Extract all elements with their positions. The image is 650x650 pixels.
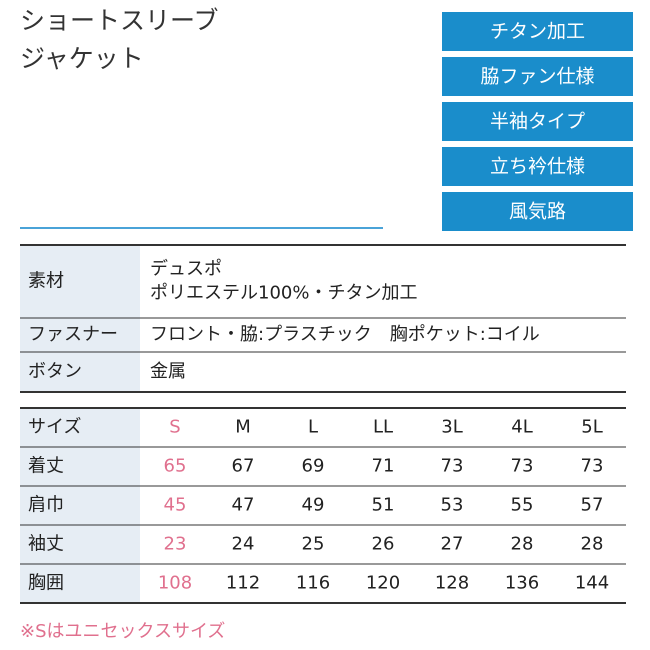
- size-cell: 71: [372, 456, 395, 477]
- row-value: 金属: [150, 361, 186, 382]
- row-label: 素材: [28, 271, 64, 292]
- row-label: 袖丈: [28, 534, 64, 555]
- size-cell: 26: [372, 534, 395, 555]
- size-cell: LL: [373, 417, 393, 438]
- badge-label: 風気路: [509, 201, 566, 223]
- size-cell: 3L: [441, 417, 462, 438]
- size-cell: 4L: [511, 417, 532, 438]
- row-label: 着丈: [28, 456, 64, 477]
- row-label: 肩巾: [28, 495, 64, 516]
- size-cell: 55: [511, 495, 534, 516]
- size-cell: S: [169, 417, 180, 438]
- size-cell: 24: [232, 534, 255, 555]
- size-cell: 28: [581, 534, 604, 555]
- label-cell: [20, 447, 140, 486]
- badge-label: 立ち衿仕様: [490, 156, 585, 178]
- size-cell: 53: [441, 495, 464, 516]
- size-cell: 25: [302, 534, 325, 555]
- row-label: ファスナー: [28, 324, 118, 345]
- title-line: ショートスリーブ: [20, 6, 219, 35]
- row-label: サイズ: [28, 417, 81, 438]
- label-cell: [20, 245, 140, 318]
- size-cell: M: [235, 417, 251, 438]
- label-cell: [20, 408, 140, 447]
- size-cell: 51: [372, 495, 395, 516]
- size-cell: 23: [164, 534, 187, 555]
- size-cell: 5L: [581, 417, 602, 438]
- badge: [442, 147, 633, 186]
- size-cell: 128: [435, 573, 469, 594]
- badge-label: チタン加工: [490, 21, 585, 43]
- title-line: ジャケット: [20, 44, 144, 73]
- badge: [442, 57, 633, 96]
- size-cell: 27: [441, 534, 464, 555]
- row-label: 胸囲: [28, 573, 64, 594]
- label-cell: [20, 352, 140, 392]
- size-cell: 69: [302, 456, 325, 477]
- size-cell: 73: [441, 456, 464, 477]
- size-cell: L: [308, 417, 318, 438]
- size-cell: 116: [296, 573, 330, 594]
- size-cell: 28: [511, 534, 534, 555]
- size-cell: 57: [581, 495, 604, 516]
- row-value: ポリエステル100%・チタン加工: [150, 283, 417, 304]
- badge-label: 半袖タイプ: [490, 111, 585, 133]
- size-cell: 67: [232, 456, 255, 477]
- badge: [442, 102, 633, 141]
- badge: [442, 12, 633, 51]
- size-cell: 136: [505, 573, 539, 594]
- badge-label: 脇ファン仕様: [480, 66, 594, 88]
- size-cell: 73: [511, 456, 534, 477]
- size-cell: 65: [164, 456, 187, 477]
- size-cell: 144: [575, 573, 609, 594]
- size-cell: 108: [158, 573, 192, 594]
- row-value: フロント・脇:プラスチック 胸ポケット:コイル: [150, 324, 540, 345]
- size-cell: 45: [164, 495, 187, 516]
- label-cell: [20, 486, 140, 525]
- size-cell: 112: [226, 573, 260, 594]
- size-cell: 73: [581, 456, 604, 477]
- size-cell: 120: [366, 573, 400, 594]
- row-value: デュスポ: [150, 259, 222, 280]
- size-cell: 49: [302, 495, 325, 516]
- label-cell: [20, 318, 140, 352]
- badge: [442, 192, 633, 231]
- row-label: ボタン: [28, 361, 82, 382]
- footnote: ※Sはユニセックスサイズ: [20, 621, 225, 642]
- size-cell: 47: [232, 495, 255, 516]
- label-cell: [20, 564, 140, 603]
- label-cell: [20, 525, 140, 564]
